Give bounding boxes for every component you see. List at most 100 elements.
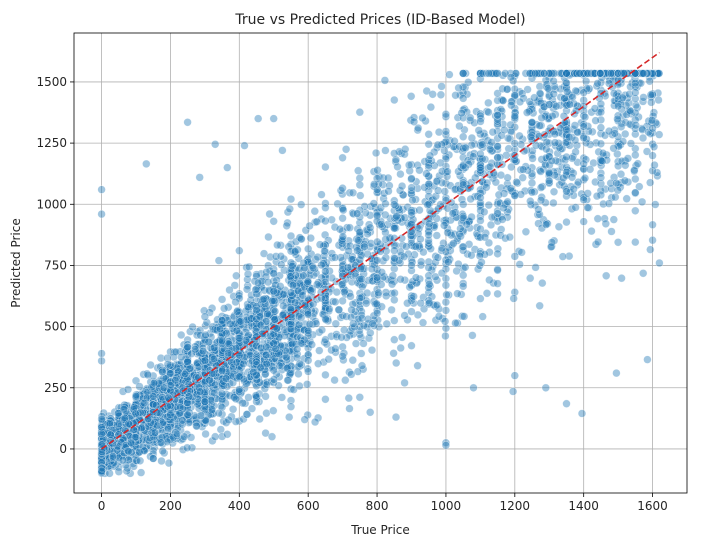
data-point xyxy=(183,410,192,419)
data-point xyxy=(558,252,567,261)
data-point xyxy=(580,112,590,122)
data-point xyxy=(562,187,571,196)
data-point xyxy=(631,69,640,78)
data-point xyxy=(321,216,330,226)
data-point xyxy=(592,191,602,201)
data-point xyxy=(223,430,232,439)
data-point xyxy=(457,108,466,118)
data-point xyxy=(348,356,357,365)
data-point xyxy=(252,270,261,279)
data-point xyxy=(243,302,253,312)
data-point xyxy=(565,133,574,142)
data-point xyxy=(380,76,390,85)
data-point xyxy=(418,113,427,123)
data-point xyxy=(235,334,244,343)
data-point xyxy=(105,418,114,428)
data-point xyxy=(579,217,588,226)
data-point xyxy=(620,176,630,185)
data-point xyxy=(626,139,636,148)
data-point xyxy=(591,116,600,125)
data-point xyxy=(357,274,366,284)
data-point xyxy=(633,103,642,112)
data-point xyxy=(598,149,608,158)
data-point xyxy=(379,272,389,281)
data-point xyxy=(303,380,312,389)
data-point xyxy=(388,271,397,280)
data-point xyxy=(347,305,356,315)
data-point xyxy=(540,69,549,78)
data-point xyxy=(424,230,433,240)
data-point xyxy=(315,346,324,355)
data-point xyxy=(97,209,106,219)
data-point xyxy=(308,263,318,273)
data-point xyxy=(261,392,270,401)
data-point xyxy=(493,249,502,258)
data-point xyxy=(480,155,490,164)
data-point xyxy=(647,98,656,107)
data-point xyxy=(493,244,503,253)
data-point xyxy=(217,389,227,398)
data-point xyxy=(521,227,531,236)
data-point xyxy=(390,335,399,344)
data-point xyxy=(390,277,399,286)
data-point xyxy=(224,348,233,358)
data-point xyxy=(306,233,315,243)
data-point xyxy=(269,375,279,384)
data-point xyxy=(353,246,362,255)
data-point xyxy=(337,280,347,289)
data-point xyxy=(476,193,485,202)
data-point xyxy=(400,311,409,320)
data-point xyxy=(294,369,303,379)
data-point xyxy=(416,234,425,244)
data-point xyxy=(567,173,577,182)
data-point xyxy=(587,226,596,236)
data-point xyxy=(214,408,224,418)
data-point xyxy=(322,339,331,349)
data-point xyxy=(232,358,241,367)
data-point xyxy=(97,349,106,358)
data-point xyxy=(538,278,547,288)
data-point xyxy=(569,184,578,194)
data-point xyxy=(424,140,433,149)
data-point xyxy=(343,263,353,272)
data-point xyxy=(484,200,493,210)
data-point xyxy=(459,271,468,280)
data-point xyxy=(359,339,368,348)
data-point xyxy=(221,374,231,383)
data-point xyxy=(215,324,225,334)
data-point xyxy=(583,203,592,212)
data-point xyxy=(535,301,544,310)
data-point xyxy=(467,212,476,222)
data-point xyxy=(324,355,333,364)
data-point xyxy=(355,393,364,402)
data-point xyxy=(441,297,451,307)
data-point xyxy=(579,122,588,131)
data-point xyxy=(262,342,271,351)
x-tick-label: 1600 xyxy=(637,499,668,513)
x-tick-label: 0 xyxy=(98,499,106,513)
data-point xyxy=(118,456,128,465)
data-point xyxy=(537,113,546,123)
data-point xyxy=(305,221,314,231)
data-point xyxy=(613,114,622,124)
data-point xyxy=(466,113,475,122)
data-point xyxy=(396,169,405,179)
data-point xyxy=(370,180,379,189)
data-point xyxy=(236,317,245,326)
data-point xyxy=(542,138,551,147)
data-point xyxy=(571,147,580,157)
data-point xyxy=(575,69,584,78)
data-point xyxy=(183,443,192,452)
data-point xyxy=(391,155,401,164)
data-point xyxy=(609,89,619,98)
data-point xyxy=(549,76,558,86)
data-point xyxy=(459,132,468,141)
data-point xyxy=(484,98,493,108)
data-point xyxy=(231,394,240,404)
data-point xyxy=(480,207,489,217)
data-point xyxy=(231,344,241,353)
data-point xyxy=(468,331,477,340)
data-point xyxy=(396,343,405,353)
data-point xyxy=(131,409,140,418)
